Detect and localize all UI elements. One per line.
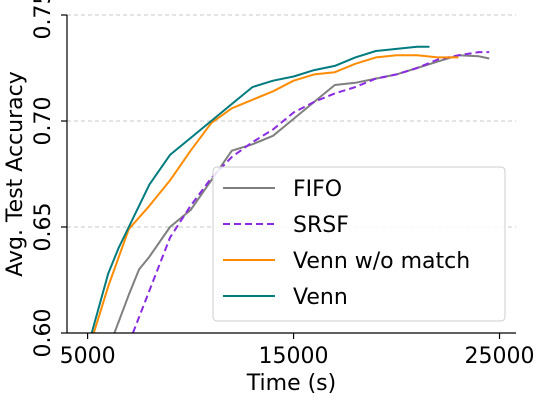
y-tick-label-3: 0.75 <box>31 0 56 39</box>
y-ticks: 0.60 0.65 0.70 0.75 <box>31 0 67 357</box>
series-line-1 <box>131 51 490 333</box>
legend-label-2: Venn w/o match <box>293 249 470 274</box>
y-axis-title: Avg. Test Accuracy <box>3 71 28 277</box>
legend-label-1: SRSF <box>293 213 349 238</box>
y-tick-label-2: 0.70 <box>31 97 56 146</box>
legend-box <box>212 166 506 322</box>
x-tick-label-0: 5000 <box>60 344 116 369</box>
y-tick-label-1: 0.65 <box>31 203 56 252</box>
x-tick-label-2: 25000 <box>465 344 535 369</box>
x-tick-label-1: 15000 <box>259 344 329 369</box>
series-line-2 <box>92 54 459 333</box>
axes <box>66 15 516 334</box>
series-line-3 <box>90 45 430 333</box>
x-ticks: 5000 15000 25000 <box>60 333 535 369</box>
legend: FIFO SRSF Venn w/o match Venn <box>212 166 506 322</box>
x-axis-title: Time (s) <box>246 371 336 396</box>
legend-label-0: FIFO <box>293 177 342 202</box>
y-tick-label-0: 0.60 <box>31 309 56 358</box>
legend-label-3: Venn <box>293 285 348 310</box>
series-lines <box>90 45 490 333</box>
series-line-0 <box>113 54 490 333</box>
